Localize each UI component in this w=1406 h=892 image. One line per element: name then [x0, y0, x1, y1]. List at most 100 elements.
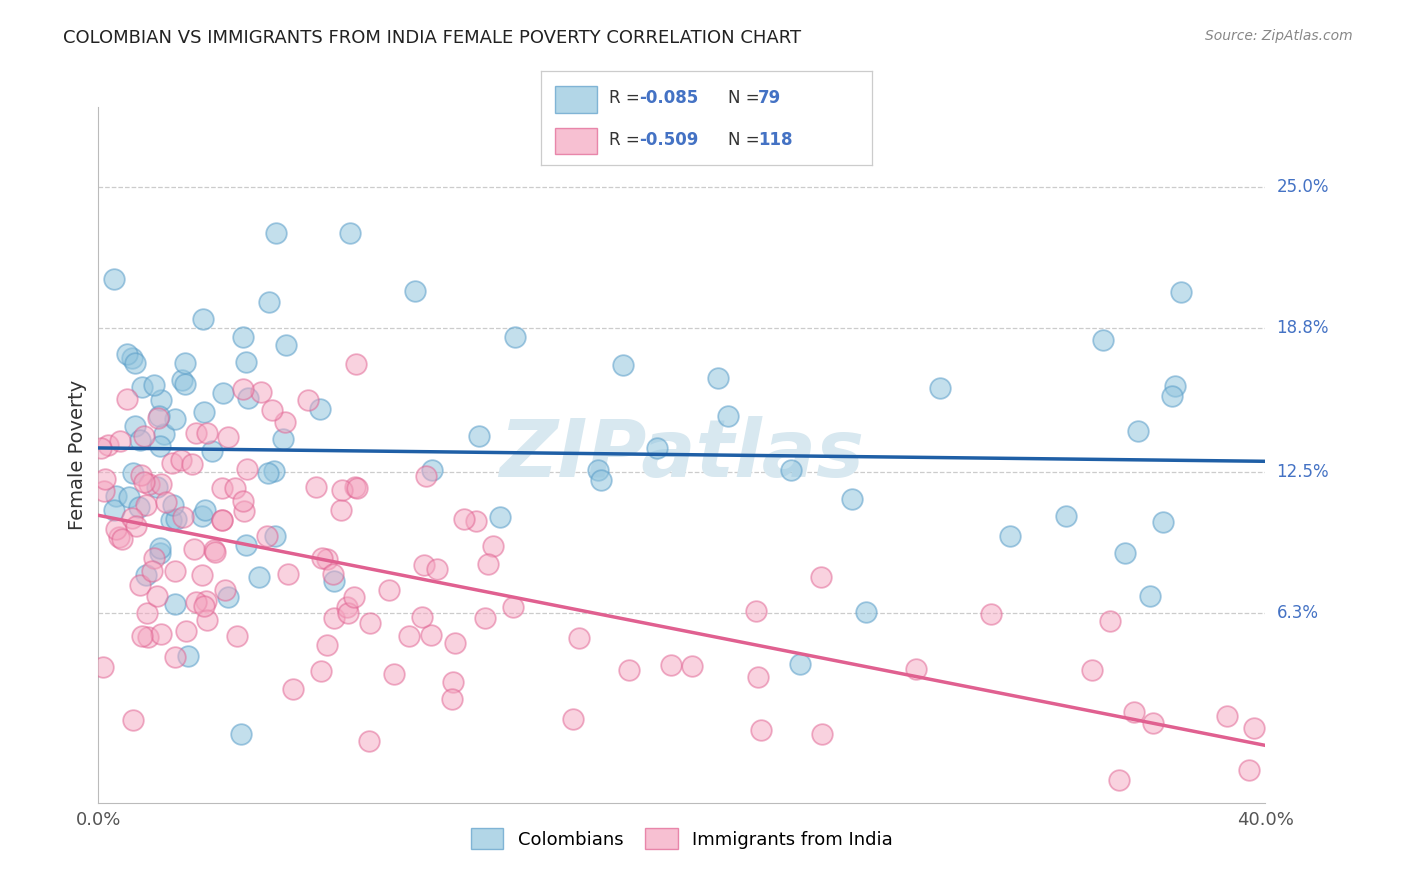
Point — [104, 523, 127, 537]
Text: Source: ZipAtlas.com: Source: ZipAtlas.com — [1205, 29, 1353, 43]
Point — [262, 402, 284, 417]
Text: 118: 118 — [758, 131, 792, 149]
Point — [201, 444, 224, 458]
Point — [108, 530, 131, 544]
Point — [980, 607, 1002, 622]
Point — [1054, 508, 1077, 523]
Point — [211, 481, 233, 495]
Point — [415, 469, 437, 483]
Bar — [554, 87, 598, 112]
Point — [264, 528, 287, 542]
Point — [224, 481, 246, 495]
Point — [232, 382, 254, 396]
Point — [1139, 589, 1161, 603]
Point — [1142, 716, 1164, 731]
Point — [128, 500, 150, 515]
Point — [998, 529, 1021, 543]
Point — [247, 570, 270, 584]
Point — [780, 462, 803, 476]
Point — [707, 371, 730, 385]
Point — [163, 597, 186, 611]
Point — [191, 311, 214, 326]
Point — [212, 385, 235, 400]
Point — [1170, 285, 1192, 299]
Point — [150, 627, 173, 641]
Point — [233, 504, 256, 518]
Point — [440, 692, 463, 706]
Point — [465, 515, 488, 529]
Text: N =: N = — [728, 88, 765, 106]
Point — [132, 475, 155, 490]
Point — [257, 295, 280, 310]
Point — [138, 476, 160, 491]
Point — [277, 567, 299, 582]
Point — [336, 607, 359, 621]
Point — [1114, 546, 1136, 560]
Point — [183, 542, 205, 557]
Point — [214, 582, 236, 597]
Point — [283, 681, 305, 696]
Point — [94, 472, 117, 486]
Point — [135, 606, 157, 620]
Point — [419, 628, 441, 642]
Text: N =: N = — [728, 131, 765, 149]
Point — [1122, 705, 1144, 719]
Text: 25.0%: 25.0% — [1277, 178, 1329, 196]
Point — [193, 405, 215, 419]
Point — [747, 670, 769, 684]
Point — [149, 477, 172, 491]
Point — [103, 503, 125, 517]
Point — [174, 376, 197, 391]
Point — [1216, 709, 1239, 723]
Point — [138, 630, 160, 644]
Point — [404, 284, 426, 298]
Point — [276, 337, 298, 351]
Point — [503, 330, 526, 344]
Point — [441, 674, 464, 689]
Point — [904, 662, 927, 676]
Point — [129, 468, 152, 483]
Point — [1237, 763, 1260, 777]
Point — [191, 567, 214, 582]
Point — [1161, 389, 1184, 403]
Point — [165, 512, 187, 526]
Point — [174, 624, 197, 639]
Point — [617, 663, 640, 677]
Point — [195, 426, 218, 441]
Point — [1152, 515, 1174, 529]
Point — [235, 462, 257, 476]
Point — [160, 456, 183, 470]
Point — [149, 541, 172, 556]
Point — [749, 723, 772, 738]
Point — [444, 636, 467, 650]
Point — [226, 629, 249, 643]
Point — [1081, 663, 1104, 677]
Text: R =: R = — [609, 88, 645, 106]
Point — [211, 513, 233, 527]
Point — [104, 489, 127, 503]
Point — [91, 660, 114, 674]
Text: 79: 79 — [758, 88, 780, 106]
Point — [146, 410, 169, 425]
Point — [297, 393, 319, 408]
Text: -0.509: -0.509 — [638, 131, 699, 149]
Legend: Colombians, Immigrants from India: Colombians, Immigrants from India — [464, 822, 900, 856]
Point — [474, 611, 496, 625]
Point — [134, 428, 156, 442]
Point — [330, 483, 353, 497]
Point — [108, 434, 131, 448]
Point — [204, 544, 226, 558]
Point — [121, 351, 143, 365]
Point — [190, 509, 212, 524]
Point — [235, 538, 257, 552]
Point — [1243, 721, 1265, 735]
Point — [377, 582, 399, 597]
Point — [152, 427, 174, 442]
Point — [928, 381, 950, 395]
Point — [810, 570, 832, 584]
Point — [177, 649, 200, 664]
Point — [165, 564, 187, 578]
Point — [382, 667, 405, 681]
Point — [193, 599, 215, 613]
Point — [256, 529, 278, 543]
